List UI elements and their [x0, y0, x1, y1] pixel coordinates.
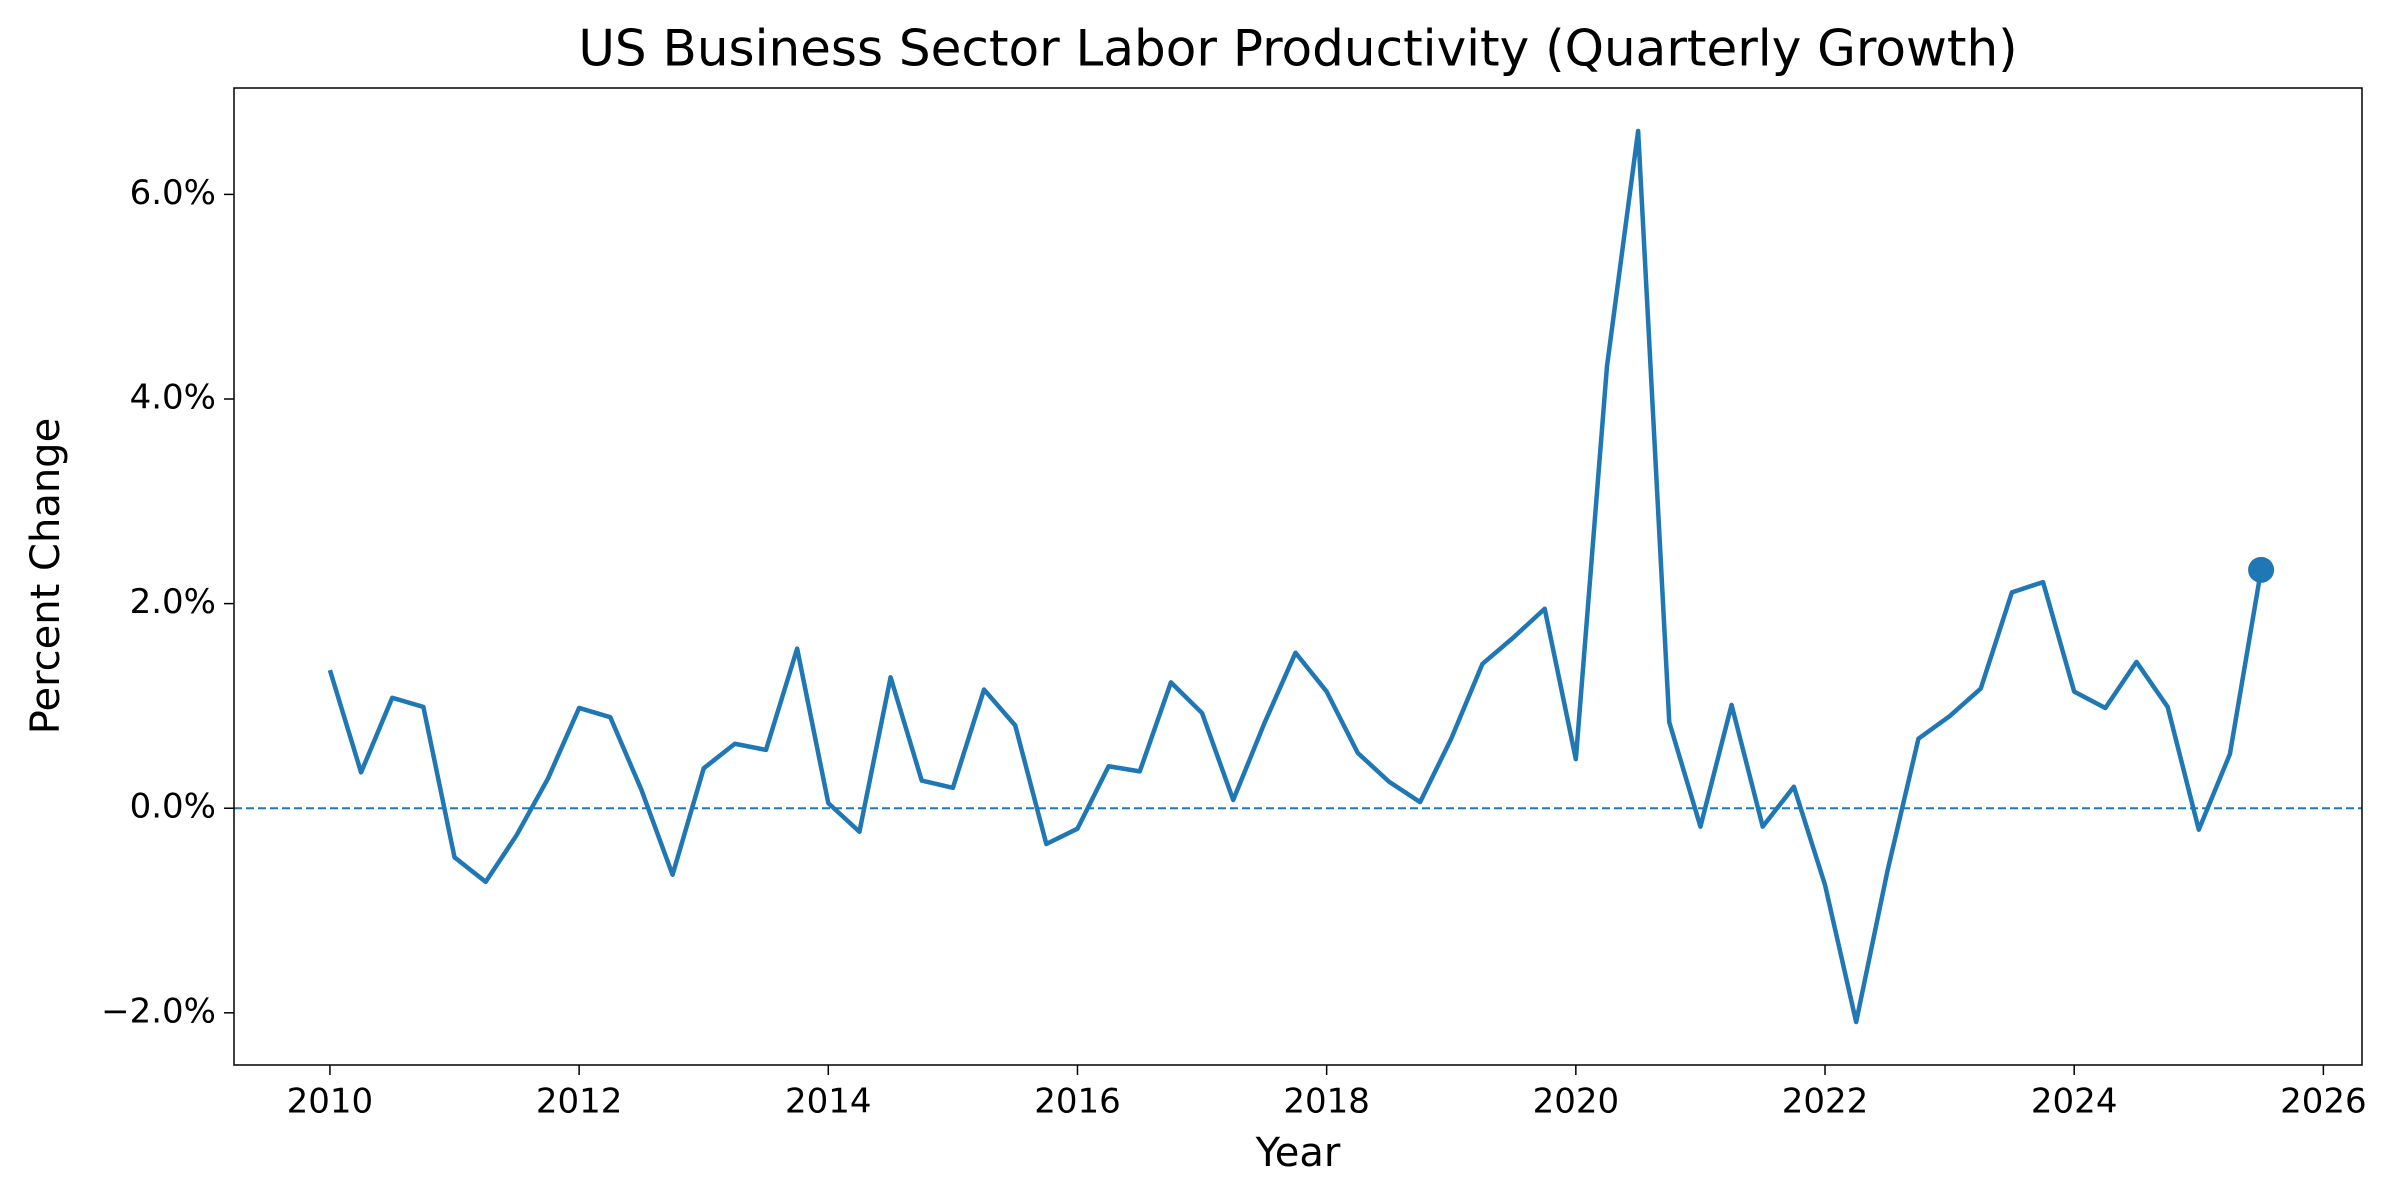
x-tick-label: 2020 [1533, 1082, 1620, 1122]
plot-frame [233, 87, 2363, 1066]
y-tick-label: 4.0% [130, 378, 216, 418]
x-tick-label: 2010 [287, 1082, 374, 1122]
x-tick-label: 2026 [2280, 1082, 2367, 1122]
x-tick-label: 2022 [1782, 1082, 1869, 1122]
y-tick-label: −2.0% [101, 991, 216, 1031]
y-axis-label: Percent Change [23, 418, 69, 734]
chart-title: US Business Sector Labor Productivity (Q… [578, 20, 2017, 78]
y-tick-label: 2.0% [130, 582, 216, 622]
y-tick-label: 6.0% [130, 173, 216, 213]
x-axis-label: Year [1255, 1130, 1341, 1176]
last-point-marker [2248, 556, 2275, 583]
x-tick-label: 2012 [536, 1082, 623, 1122]
x-tick-label: 2024 [2031, 1082, 2118, 1122]
data-line [327, 128, 2264, 1025]
y-tick-label: 0.0% [130, 787, 216, 827]
x-tick-label: 2014 [785, 1082, 872, 1122]
x-tick-label: 2016 [1034, 1082, 1121, 1122]
x-tick-label: 2018 [1283, 1082, 1370, 1122]
